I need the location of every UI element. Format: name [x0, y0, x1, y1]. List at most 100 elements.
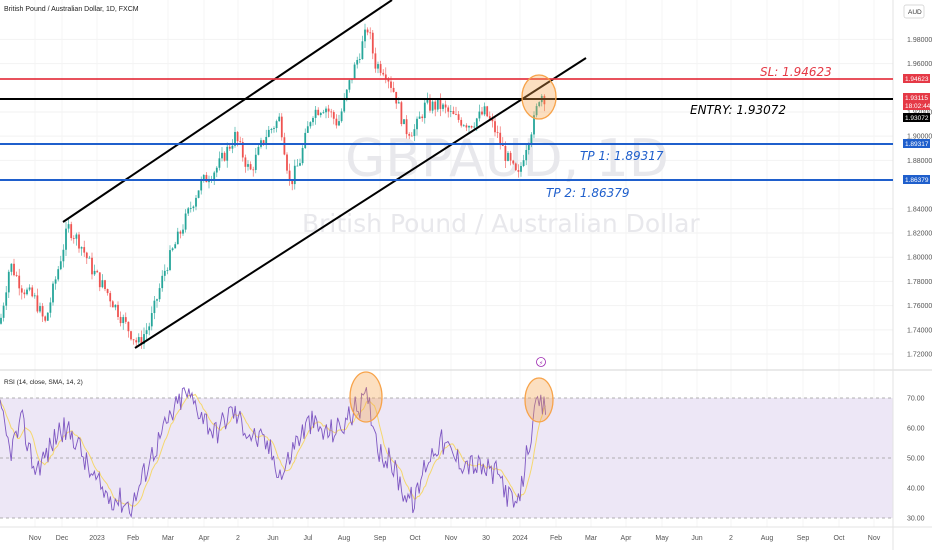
candle-body [109, 293, 112, 302]
candle-body [517, 170, 520, 172]
candle-body [130, 331, 132, 340]
candle-body [400, 102, 403, 125]
price-axis[interactable]: 1.98000 1.96000 1.92000 1.90000 1.88000 1.840… [907, 37, 932, 359]
time-tick-label: Aug [338, 535, 351, 542]
price-tick-label: 1.78000 [907, 279, 932, 286]
candle-body [65, 228, 67, 250]
candle-body [468, 125, 470, 128]
price-tick-label: 1.80000 [907, 255, 932, 262]
candle-body [436, 99, 439, 110]
candle-body [93, 270, 96, 275]
price-label-sl-bg [903, 74, 930, 83]
candle-body [137, 337, 140, 343]
price-tick-label: 1.74000 [907, 327, 932, 334]
candle-body [228, 146, 231, 149]
candle-body [418, 116, 421, 119]
time-axis[interactable]: Nov Dec 2023 Feb Mar Apr 2 Jun Jul Aug Sep Oct Nov 30… [29, 535, 881, 542]
candle-body [208, 180, 210, 183]
candle-body [182, 229, 184, 234]
candle-body [223, 152, 226, 161]
candle-body [504, 146, 507, 161]
candle-body [509, 152, 512, 161]
candle-body [520, 165, 522, 172]
candle-body [18, 275, 21, 289]
candle-body [62, 249, 65, 262]
candle-body [275, 121, 278, 129]
candle-body [252, 169, 255, 171]
channel-upper-line[interactable] [62, 0, 393, 223]
candle-body [538, 102, 541, 107]
candle-body [304, 132, 307, 148]
candle-body [265, 136, 268, 144]
candle-body [462, 125, 465, 127]
candle-body [522, 160, 525, 166]
candle-body [156, 299, 158, 301]
time-tick-label: Jul [304, 535, 313, 542]
candle-body [101, 280, 104, 288]
candle-body [75, 234, 78, 239]
candle-body [491, 118, 494, 122]
candle-body [473, 126, 476, 128]
candle-body [280, 116, 283, 138]
candle-body [296, 165, 299, 167]
candle-body [343, 98, 346, 112]
candle-body [143, 334, 145, 345]
watermark-name: British Pound / Australian Dollar [302, 209, 700, 238]
candle-body [31, 287, 34, 297]
candle-body [382, 72, 385, 75]
price-tick-label: 1.82000 [907, 230, 932, 237]
candle-body [416, 118, 418, 130]
candle-body [241, 142, 244, 158]
candle-body [429, 99, 431, 111]
candle-body [187, 208, 190, 214]
candle-body [96, 270, 99, 273]
candle-body [395, 91, 398, 104]
rsi-tick-label: 50.00 [907, 456, 925, 463]
candle-body [358, 59, 361, 60]
rsi-axis[interactable]: 70.00 60.00 50.00 40.00 30.00 [907, 396, 925, 523]
time-tick-label: Jun [267, 535, 278, 542]
candle-body [312, 117, 314, 123]
candle-body [200, 179, 203, 191]
time-tick-label: Oct [410, 535, 421, 542]
candle-body [78, 234, 80, 249]
tp2-annotation: TP 2: 1.86379 [546, 186, 630, 200]
candle-body [15, 275, 18, 276]
candle-body [179, 231, 182, 234]
candle-body [309, 122, 312, 127]
price-label-countdown: 18:02:44 [905, 103, 931, 110]
time-tick-label: 2023 [89, 535, 105, 542]
rsi-label[interactable]: RSI (14, close, SMA, 14, 2) [4, 379, 83, 386]
rsi-tick-label: 30.00 [907, 516, 925, 523]
candle-body [374, 53, 377, 69]
candle-body [270, 128, 273, 130]
candle-body [470, 125, 473, 128]
event-flash-icon[interactable] [536, 357, 546, 367]
candle-body [218, 158, 221, 168]
candle-body [150, 313, 153, 327]
price-tick-label: 1.98000 [907, 37, 932, 44]
candle-body [262, 140, 265, 144]
candle-body [135, 340, 138, 343]
candle-body [384, 74, 387, 79]
candle-body [283, 137, 286, 155]
candle-body [231, 145, 234, 149]
channel-lower-line[interactable] [134, 57, 587, 349]
candle-body [444, 104, 447, 108]
candle-body [499, 132, 502, 145]
candle-body [525, 149, 528, 161]
candle-body [377, 64, 379, 69]
symbol-title[interactable]: British Pound / Australian Dollar, 1D, F… [4, 6, 139, 13]
candle-body [127, 321, 130, 332]
candle-body [475, 118, 478, 127]
time-tick-label: Sep [374, 535, 387, 542]
candle-body [202, 174, 205, 180]
candle-body [184, 213, 187, 230]
candle-body [166, 270, 169, 271]
candle-body [85, 252, 88, 259]
time-tick-label: Nov [868, 535, 881, 542]
candle-body [392, 87, 395, 92]
time-tick-label: Mar [162, 535, 175, 542]
currency-button[interactable] [903, 4, 925, 19]
